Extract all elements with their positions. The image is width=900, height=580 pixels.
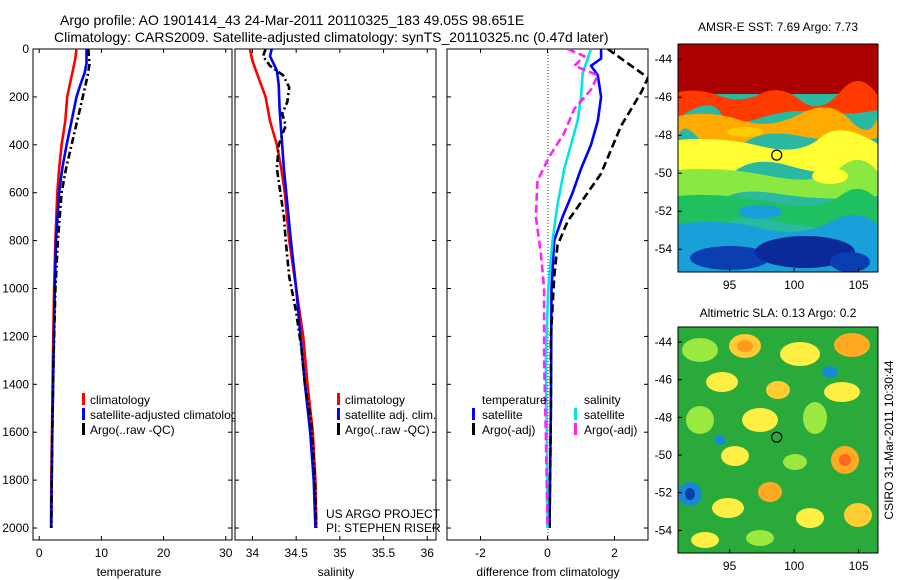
map-y-tick-label: -50 bbox=[655, 448, 673, 462]
map-y-tick-label: -52 bbox=[655, 204, 673, 218]
salinity-legend: climatology satellite adj. clim. Argo(..… bbox=[337, 393, 436, 437]
sst-map-field bbox=[678, 44, 878, 272]
x-tick-label: 34.5 bbox=[284, 546, 308, 560]
map-y-tick-label: -48 bbox=[655, 410, 673, 424]
x-tick-label: 30 bbox=[219, 546, 233, 560]
series-line-argo-raw-qc- bbox=[261, 49, 318, 529]
difference-legend-temperature: temperature satellite Argo(-adj) bbox=[472, 393, 547, 437]
x-tick-label: 0 bbox=[544, 546, 551, 560]
map-y-tick-label: -54 bbox=[655, 523, 673, 537]
map-x-tick-label: 100 bbox=[784, 278, 804, 292]
x-tick-label: -2 bbox=[475, 546, 486, 560]
legend-swatch-temp-satellite bbox=[472, 408, 475, 420]
series-line-temperature-argo-adj- bbox=[548, 49, 648, 529]
map-y-tick-label: -44 bbox=[655, 335, 673, 349]
legend-label-sal-argo: Argo(-adj) bbox=[584, 423, 637, 437]
legend-heading-salinity: salinity bbox=[584, 393, 621, 407]
legend-label-climatology: climatology bbox=[90, 393, 150, 407]
y-tick-label: 400 bbox=[9, 138, 29, 152]
y-tick-label: 600 bbox=[9, 186, 29, 200]
sla-map-title: Altimetric SLA: 0.13 Argo: 0.2 bbox=[700, 306, 857, 320]
legend-label-climatology: climatology bbox=[345, 393, 405, 407]
map-x-tick-label: 95 bbox=[723, 278, 737, 292]
y-tick-label: 0 bbox=[22, 42, 29, 56]
series-line-salinity-satellite bbox=[544, 49, 593, 529]
y-tick-label: 2000 bbox=[2, 521, 29, 535]
sla-map-field bbox=[678, 327, 878, 553]
legend-label-sal-satellite: satellite bbox=[584, 408, 625, 422]
legend-swatch-sal-satellite bbox=[574, 408, 577, 420]
map-y-tick-label: -54 bbox=[655, 242, 673, 256]
y-tick-label: 1800 bbox=[2, 473, 29, 487]
sst-map-title: AMSR-E SST: 7.69 Argo: 7.73 bbox=[698, 20, 858, 34]
x-tick-label: 34 bbox=[246, 546, 260, 560]
temperature-x-axis-label: temperature bbox=[97, 565, 162, 579]
series-line-salinity-argo-adj- bbox=[534, 49, 600, 529]
map-y-tick-label: -46 bbox=[655, 373, 673, 387]
csiro-timestamp-label: CSIRO 31-Mar-2011 10:30:44 bbox=[882, 360, 896, 520]
difference-legend-salinity: salinity satellite Argo(-adj) bbox=[574, 393, 637, 437]
x-tick-label: 35.5 bbox=[372, 546, 396, 560]
y-tick-label: 1000 bbox=[2, 282, 29, 296]
legend-swatch-temp-argo bbox=[472, 423, 475, 435]
legend-swatch-satellite bbox=[337, 408, 340, 420]
x-tick-label: 0 bbox=[36, 546, 43, 560]
legend-swatch-argo bbox=[82, 423, 85, 435]
difference-panel: -2 0 2 temperature satellite Argo(-adj) sa… bbox=[446, 48, 649, 579]
legend-heading-temperature: temperature bbox=[482, 393, 547, 407]
figure-title-line2: Climatology: CARS2009. Satellite-adjuste… bbox=[54, 29, 609, 45]
map-y-tick-label: -44 bbox=[655, 52, 673, 66]
x-tick-label: 10 bbox=[95, 546, 109, 560]
series-line-temperature-satellite bbox=[548, 49, 603, 529]
legend-label-temp-argo: Argo(-adj) bbox=[482, 423, 535, 437]
legend-label-satellite: satellite-adjusted climatolog bbox=[90, 408, 237, 422]
series-line-argo-raw-qc- bbox=[50, 49, 91, 529]
salinity-panel: 34 34.5 35 35.5 36 climatology satellite adj… bbox=[234, 48, 441, 579]
legend-label-argo: Argo(..raw -QC) bbox=[345, 423, 430, 437]
sla-map-panel: Altimetric SLA: 0.13 Argo: 0.2 bbox=[655, 306, 879, 573]
map-x-tick-label: 105 bbox=[849, 278, 869, 292]
y-tick-label: 800 bbox=[9, 234, 29, 248]
legend-label-argo: Argo(..raw -QC) bbox=[90, 423, 175, 437]
legend-swatch-argo bbox=[337, 423, 340, 435]
x-tick-label: 36 bbox=[421, 546, 435, 560]
difference-x-axis-label: difference from climatology bbox=[476, 565, 619, 579]
project-annotation-line1: US ARGO PROJECT bbox=[326, 507, 441, 521]
map-y-tick-label: -52 bbox=[655, 486, 673, 500]
figure-title-line1: Argo profile: AO 1901414_43 24-Mar-2011 … bbox=[60, 12, 524, 28]
temperature-panel: 0 200 400 600 800 1000 1200 1400 1600 1800 2000 0 1… bbox=[2, 42, 237, 579]
map-x-tick-label: 105 bbox=[849, 559, 869, 573]
y-tick-label: 1600 bbox=[2, 425, 29, 439]
y-tick-label: 1200 bbox=[2, 329, 29, 343]
sst-map-panel: AMSR-E SST: 7.69 Argo: 7.73 95 100 105 -44 -… bbox=[655, 20, 879, 292]
legend-label-satellite: satellite adj. clim. bbox=[345, 408, 436, 422]
argo-position-marker bbox=[771, 431, 783, 443]
x-tick-label: 35 bbox=[333, 546, 347, 560]
x-tick-label: 20 bbox=[157, 546, 171, 560]
project-annotation-line2: PI: STEPHEN RISER bbox=[326, 521, 441, 535]
map-x-tick-label: 95 bbox=[723, 559, 737, 573]
legend-swatch-sal-argo bbox=[574, 423, 577, 435]
legend-swatch-satellite bbox=[82, 408, 85, 420]
y-tick-label: 200 bbox=[9, 90, 29, 104]
legend-label-temp-satellite: satellite bbox=[482, 408, 523, 422]
salinity-x-axis-label: salinity bbox=[318, 565, 355, 579]
argo-position-marker bbox=[771, 149, 783, 161]
map-x-tick-label: 100 bbox=[784, 559, 804, 573]
temperature-legend: climatology satellite-adjusted climatolo… bbox=[82, 393, 237, 437]
legend-swatch-climatology bbox=[337, 393, 340, 405]
x-tick-label: 2 bbox=[611, 546, 618, 560]
map-y-tick-label: -46 bbox=[655, 90, 673, 104]
series-line-satellite-adj-clim- bbox=[268, 49, 317, 529]
legend-swatch-climatology bbox=[82, 393, 85, 405]
map-y-tick-label: -48 bbox=[655, 128, 673, 142]
map-y-tick-label: -50 bbox=[655, 166, 673, 180]
y-tick-label: 1400 bbox=[2, 377, 29, 391]
